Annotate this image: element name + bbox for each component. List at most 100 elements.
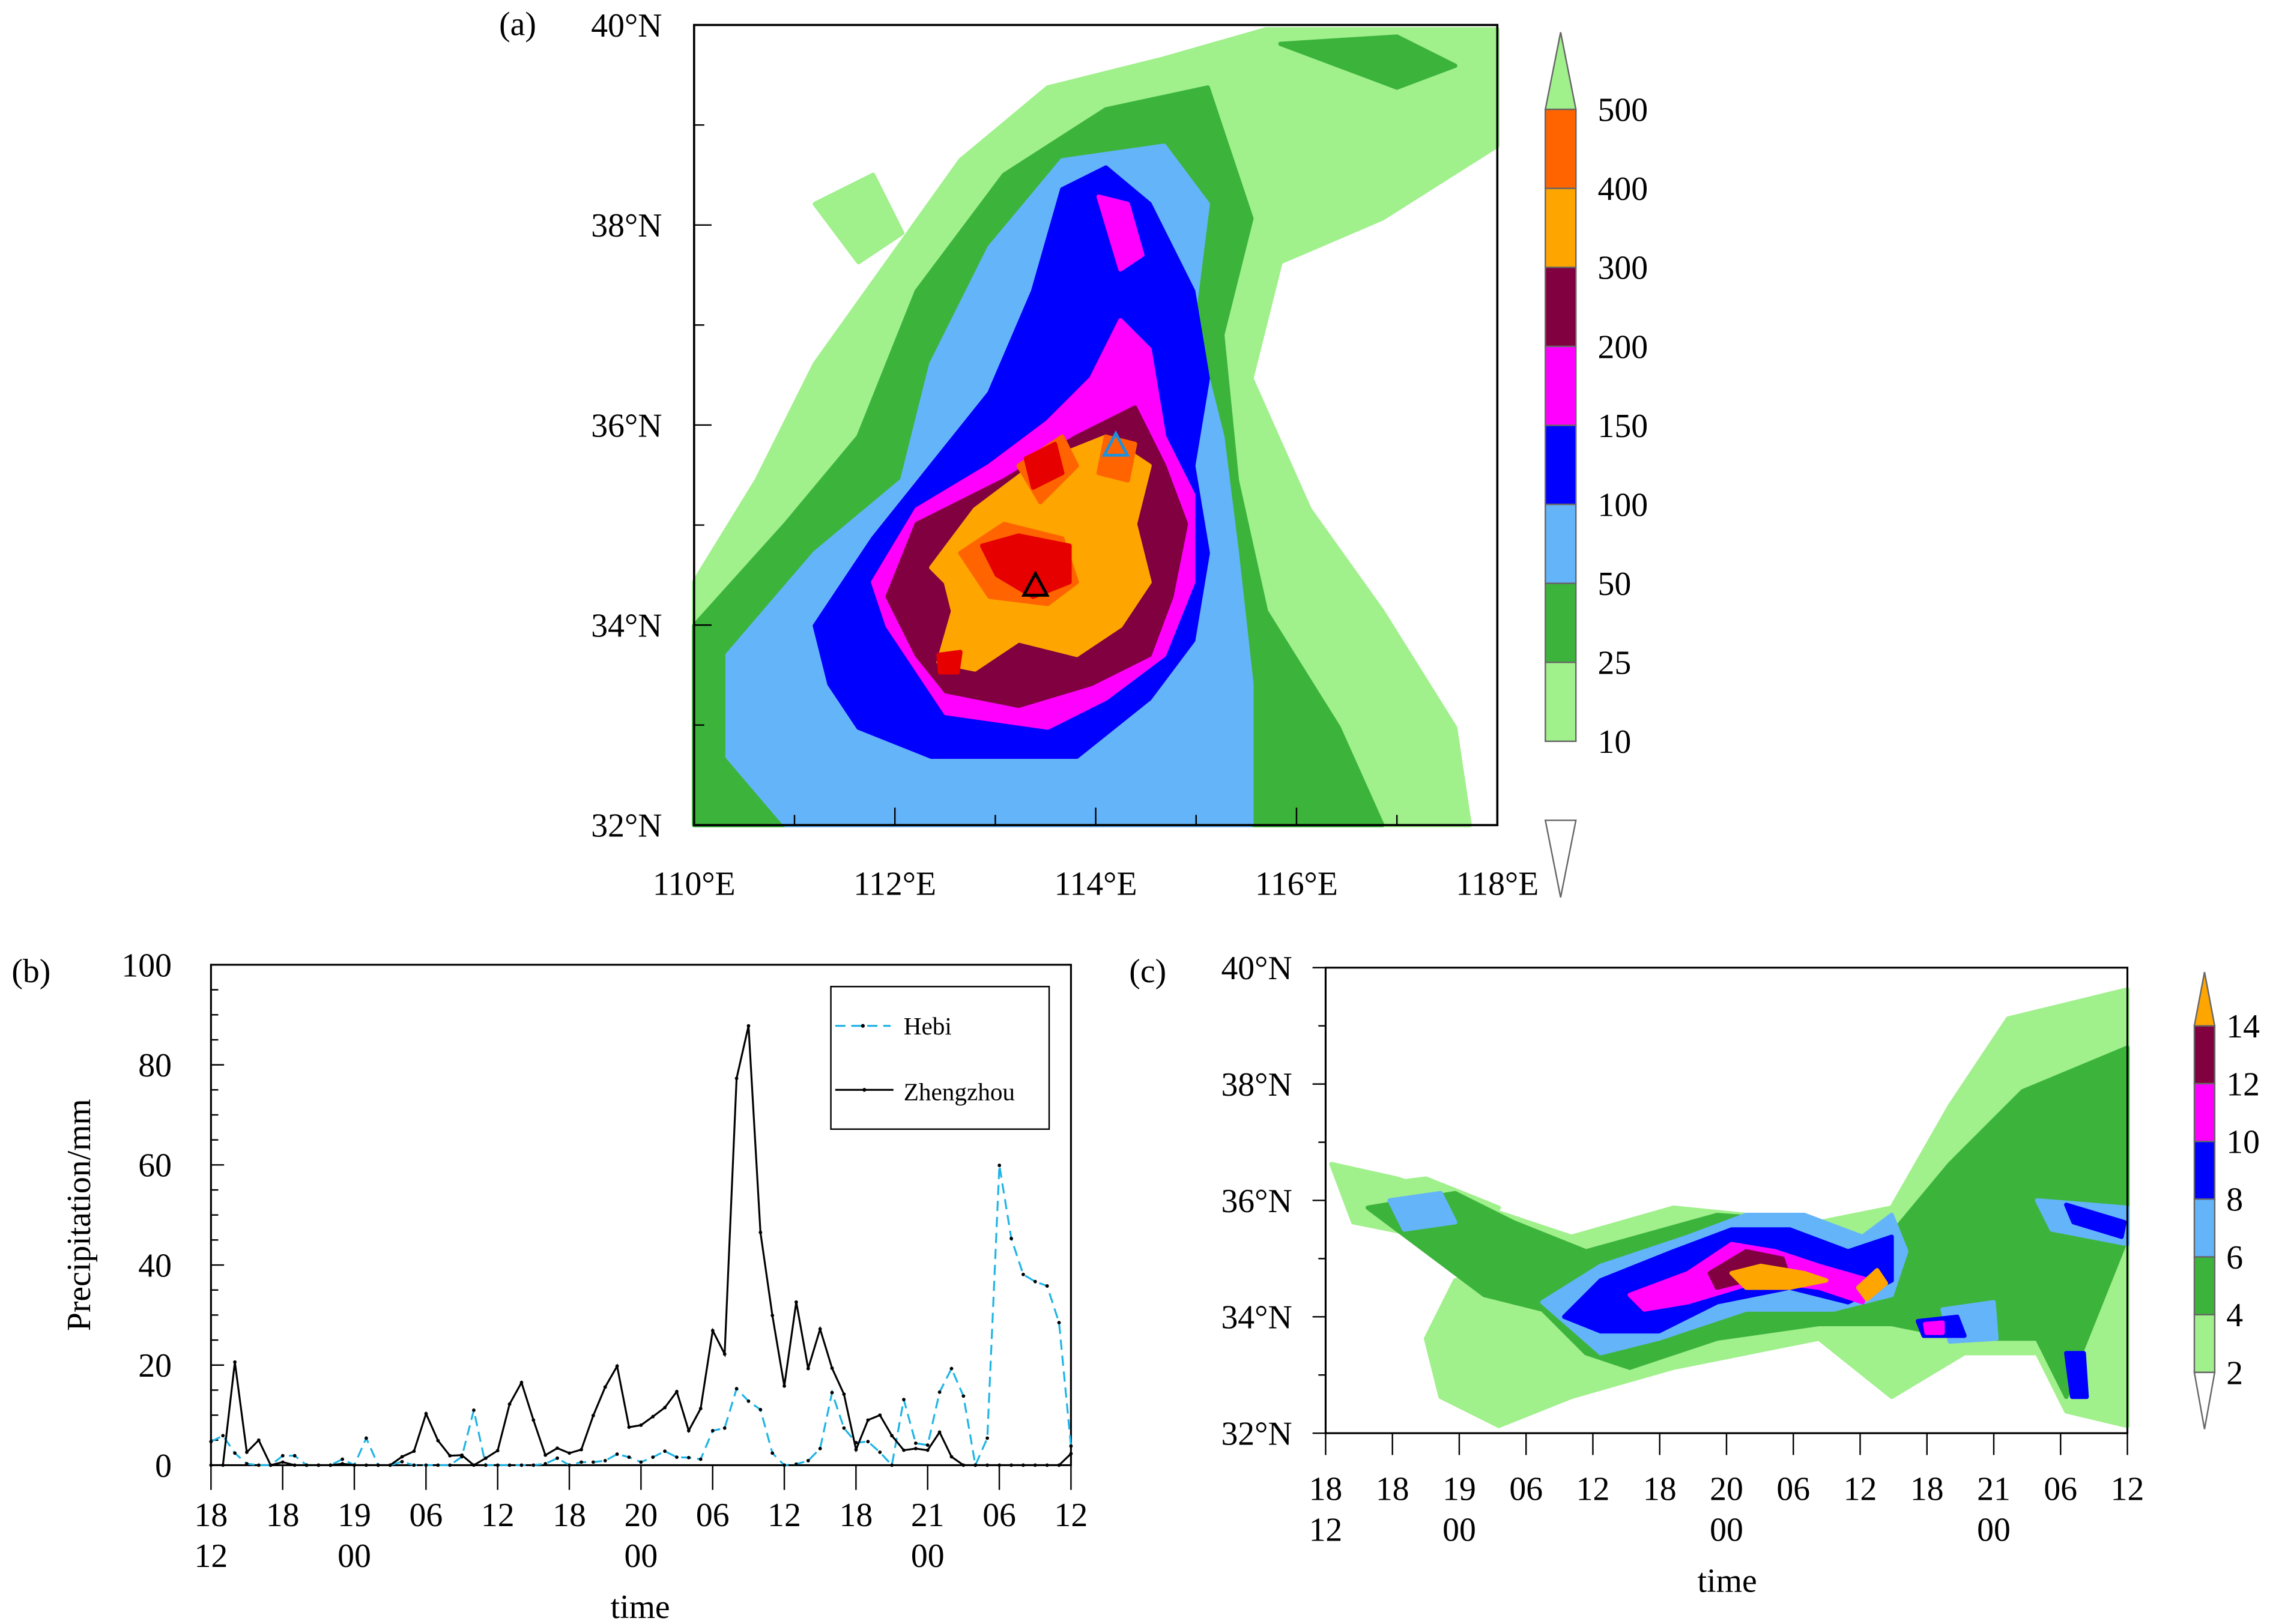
x-tick-label: 12 — [481, 1497, 515, 1534]
colorbar-above-triangle — [1544, 32, 1577, 110]
x-tick-label: 19 — [1442, 1471, 1476, 1508]
x-tick-label: 18 — [1643, 1471, 1677, 1508]
colorbar-label: 12 — [2226, 1066, 2260, 1103]
data-point-zhengzhou — [663, 1405, 667, 1410]
panel-a-axes: 32°N 34°N 36°N 38°N 40°N 110°E 112°E 114°E 116°E… — [591, 7, 1539, 903]
x-tick-label: 06 — [409, 1497, 443, 1534]
data-point-hebi — [1022, 1272, 1025, 1276]
station-triangle-zhengzhou — [1021, 570, 1050, 597]
panel-a-contours — [692, 27, 1500, 827]
data-point-zhengzhou — [364, 1463, 368, 1467]
colorbar-label: 8 — [2226, 1182, 2243, 1219]
data-point-zhengzhou — [1033, 1463, 1037, 1467]
contour-region-14 — [1729, 1263, 1829, 1290]
data-point-zhengzhou — [1057, 1463, 1061, 1467]
data-point-zhengzhou — [555, 1446, 559, 1450]
data-point-hebi — [233, 1451, 237, 1455]
panel-b-line-chart: (b) 0 20 40 60 80 100 18 12 18 19 00 06 12 18 20 00 06 12… — [11, 947, 1088, 1624]
data-point-hebi — [424, 1463, 428, 1467]
x-tick-label: 20 — [625, 1497, 658, 1534]
data-point-zhengzhou — [997, 1463, 1002, 1467]
x-tick-label: 12 — [1576, 1471, 1610, 1508]
data-point-hebi — [913, 1441, 918, 1445]
data-point-hebi — [340, 1457, 345, 1461]
data-point-zhengzhou — [580, 1447, 583, 1452]
data-point-hebi — [1033, 1279, 1037, 1284]
data-point-hebi — [555, 1456, 559, 1460]
x-tick-label: 06 — [696, 1497, 730, 1534]
x-tick-label-day: 00 — [1442, 1511, 1476, 1548]
colorbar-swatch-2 — [2193, 1314, 2216, 1374]
data-point-zhengzhou — [233, 1360, 237, 1364]
data-point-hebi — [280, 1453, 285, 1458]
data-point-hebi — [364, 1436, 368, 1440]
series-line-hebi — [210, 1165, 1072, 1469]
panel-c-contours — [1329, 987, 2130, 1428]
lat-tick-label: 40°N — [591, 7, 662, 44]
data-point-zhengzhou — [675, 1389, 679, 1393]
x-tick-label: 12 — [1844, 1471, 1877, 1508]
data-point-hebi — [292, 1453, 297, 1458]
contour-region-10 — [1923, 1320, 1945, 1335]
x-tick-label: 06 — [1776, 1471, 1810, 1508]
colorbar-label: 10 — [2226, 1123, 2260, 1161]
lat-tick-label: 36°N — [591, 407, 662, 444]
data-point-zhengzhou — [388, 1463, 392, 1467]
data-point-zhengzhou — [949, 1455, 954, 1459]
data-point-zhengzhou — [340, 1462, 345, 1466]
data-point-hebi — [675, 1455, 679, 1459]
x-tick-label: 18 — [194, 1497, 228, 1534]
data-point-hebi — [663, 1449, 667, 1453]
colorbar-swatch-300 — [1545, 187, 1577, 268]
colorbar-label: 2 — [2226, 1354, 2243, 1392]
data-point-hebi — [651, 1455, 655, 1459]
data-point-zhengzhou — [985, 1463, 989, 1467]
data-point-hebi — [245, 1462, 249, 1466]
y-tick-label: 0 — [155, 1447, 172, 1485]
x-tick-label-day: 00 — [911, 1538, 945, 1575]
colorbar-swatch-8 — [2193, 1140, 2216, 1200]
data-point-hebi — [531, 1463, 536, 1467]
x-tick-label-day: 00 — [1710, 1511, 1743, 1548]
data-point-hebi — [400, 1459, 404, 1464]
colorbar-swatch-6 — [2193, 1198, 2216, 1258]
data-point-hebi — [795, 1462, 798, 1466]
colorbar-label: 200 — [1598, 328, 1648, 366]
data-point-hebi — [543, 1462, 548, 1466]
x-tick-label: 18 — [552, 1497, 586, 1534]
data-point-zhengzhou — [842, 1392, 846, 1396]
data-point-zhengzhou — [937, 1430, 942, 1434]
data-point-zhengzhou — [758, 1230, 763, 1234]
data-point-zhengzhou — [245, 1450, 249, 1454]
data-point-hebi — [1057, 1321, 1061, 1324]
colorbar-swatch-10 — [2193, 1082, 2216, 1143]
data-point-zhengzhou — [209, 1463, 213, 1467]
contour-region-8 — [2064, 1203, 2127, 1239]
data-point-hebi — [209, 1440, 213, 1444]
data-point-hebi — [878, 1450, 882, 1454]
data-point-hebi — [1009, 1237, 1013, 1240]
contour-region-6 — [1387, 1191, 1457, 1232]
data-point-zhengzhou — [770, 1314, 775, 1318]
y-tick-label: 100 — [121, 947, 172, 984]
lon-tick-label: 110°E — [653, 866, 736, 903]
panel-b-xlabel: time — [611, 1589, 670, 1624]
panel-a-label: (a) — [499, 6, 536, 43]
colorbar-label: 500 — [1598, 92, 1648, 129]
x-tick-label-day: 00 — [625, 1538, 658, 1575]
colorbar-label: 25 — [1598, 645, 1632, 682]
data-point-hebi — [686, 1455, 691, 1459]
data-point-zhengzhou — [961, 1463, 966, 1467]
lon-tick-label: 116°E — [1255, 866, 1338, 903]
contour-region-400 — [1096, 434, 1137, 483]
y-tick-label: 60 — [138, 1147, 172, 1185]
panel-b-series — [209, 1024, 1073, 1469]
contour-region-8 — [2064, 1351, 2089, 1399]
data-point-zhengzhou — [890, 1434, 894, 1438]
data-point-zhengzhou — [424, 1411, 428, 1416]
data-point-hebi — [770, 1451, 775, 1455]
data-point-hebi — [818, 1446, 822, 1450]
contour-region-500 — [1023, 441, 1065, 490]
data-point-zhengzhou — [1022, 1463, 1025, 1467]
data-point-zhengzhou — [591, 1413, 595, 1417]
